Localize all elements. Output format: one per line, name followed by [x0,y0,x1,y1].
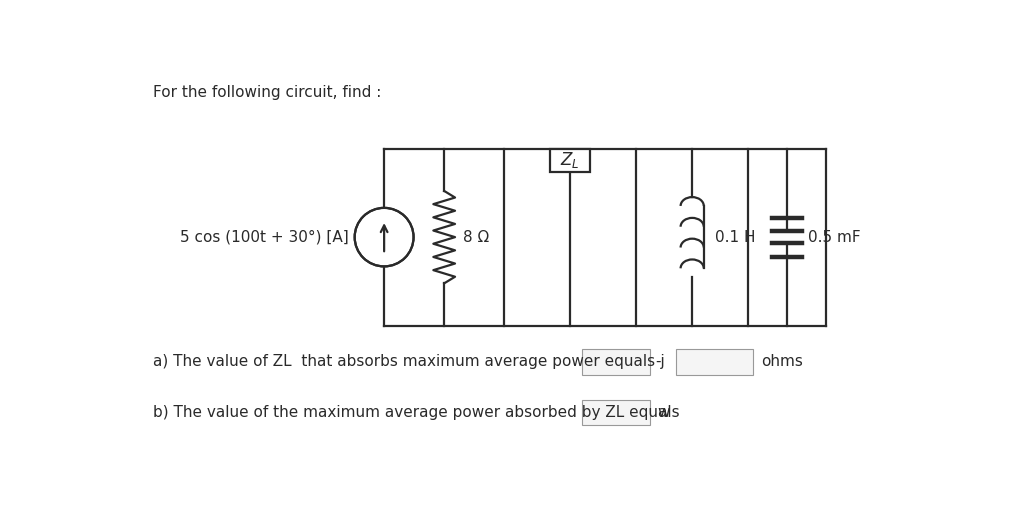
Circle shape [354,208,414,266]
FancyBboxPatch shape [550,148,591,171]
Text: $Z_L$: $Z_L$ [561,150,580,170]
Text: 0.5 mF: 0.5 mF [808,230,861,245]
Text: 5 cos (100t + 30°) [A]: 5 cos (100t + 30°) [A] [180,230,348,245]
Text: w: w [657,405,671,420]
Text: 8 Ω: 8 Ω [463,230,489,245]
FancyBboxPatch shape [581,349,650,375]
Text: 0.1 H: 0.1 H [715,230,755,245]
Text: b) The value of the maximum average power absorbed by ZL equals: b) The value of the maximum average powe… [153,405,680,420]
Text: ohms: ohms [761,355,803,369]
Text: -j: -j [655,355,665,369]
FancyBboxPatch shape [581,400,650,426]
FancyBboxPatch shape [676,349,753,375]
Text: a) The value of ZL  that absorbs maximum average power equals: a) The value of ZL that absorbs maximum … [153,355,655,369]
Text: For the following circuit, find :: For the following circuit, find : [153,85,382,100]
